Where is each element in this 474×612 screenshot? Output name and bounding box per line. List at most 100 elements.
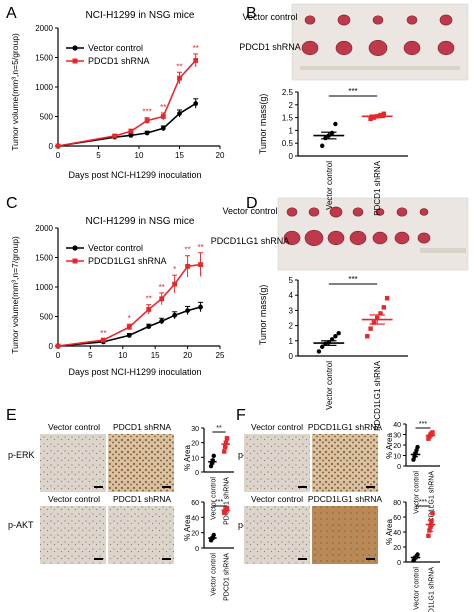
tumor-b-control	[372, 15, 384, 25]
chart-f-akt-point	[426, 533, 431, 538]
chart-c-point	[159, 318, 165, 324]
panel-letter-f: F	[236, 407, 246, 424]
tumor-b-shrna	[335, 40, 353, 56]
panel-f-akt-ylabel: % Area	[385, 519, 394, 545]
chart-f-akt-point	[427, 528, 432, 533]
chart-a-point	[112, 133, 118, 139]
chart-c-sig-label: **	[159, 283, 165, 292]
chart-d-ytick-label: 4	[289, 291, 294, 300]
tumor-b-control	[337, 14, 351, 26]
chart-a-xtick-label: 5	[96, 151, 101, 160]
tumor-d-control	[286, 207, 298, 217]
tumor-d-control	[352, 207, 364, 217]
ihc-e-akt-shrna	[108, 506, 174, 564]
chart-d-category-label: PDCD1LG1 shRNA	[373, 360, 382, 430]
chart-f-akt-ytick-label: 20	[393, 545, 401, 552]
panel-f-col-label-shrna: PDCD1LG1 shRNA	[308, 422, 382, 432]
chart-d-sig-label: ***	[348, 275, 357, 284]
tumor-d-shrna	[283, 230, 301, 246]
chart-d-point	[371, 320, 377, 325]
legend-a-shrna: PDCD1 shRNA	[88, 56, 150, 66]
chart-c-point	[159, 296, 165, 302]
ihc-e-erk-control	[40, 434, 106, 492]
chart-d-point	[384, 296, 390, 301]
chart-a-xtick-label: 10	[135, 151, 144, 160]
chart-f-akt-category-label: PDCD1LG1 shRNA	[428, 567, 435, 612]
panel-letter-e: E	[6, 407, 17, 424]
chart-f-erk-ytick-label: 20	[393, 443, 401, 450]
chart-a-xtick-label: 0	[56, 151, 61, 160]
chart-a-point	[193, 58, 199, 63]
tumor-d-control	[375, 208, 385, 216]
panel-c-title: NCI-H1299 in NSG mice	[86, 216, 195, 227]
chart-c-xtick-label: 25	[216, 351, 225, 360]
chart-c-point	[198, 304, 203, 310]
chart-e-akt-ytick-label: 20	[191, 531, 199, 538]
tumor-b-shrna	[437, 40, 455, 56]
chart-c-sig-label: **	[197, 243, 203, 252]
chart-c-ytick-label: 0	[49, 342, 54, 351]
chart-a-series-line	[57, 102, 197, 147]
tumor-b-shrna	[368, 40, 388, 56]
tumor-d-control	[308, 207, 320, 217]
chart-c-point	[55, 343, 61, 349]
panel-d-row-label-shrna: PDCD1LG1 shRNA	[211, 236, 290, 246]
chart-f-erk-ytick-label: 30	[393, 433, 401, 440]
panel-c-legend: Vector control PDCD1LG1 shRNA	[66, 243, 167, 266]
chart-c-point	[146, 324, 152, 329]
panel-e-akt-ylabel: % Area	[183, 515, 192, 541]
chart-f-erk-ytick-label: 0	[397, 464, 401, 471]
chart-e-erk-point	[211, 453, 216, 459]
chart-c-point	[185, 308, 191, 313]
tumor-b-shrna	[301, 40, 319, 56]
chart-c-sig-label: **	[184, 246, 190, 255]
chart-f-erk-category-label: PDCD1LG1 shRNA	[428, 471, 435, 532]
chart-a-point	[144, 118, 150, 124]
scale-bars	[94, 486, 375, 560]
chart-e-akt-category-label: PDCD1 shRNA	[224, 553, 231, 601]
chart-a-point	[128, 132, 134, 138]
legend-c-shrna: PDCD1LG1 shRNA	[88, 256, 167, 266]
chart-a-series-line	[57, 59, 197, 147]
chart-e-erk-sig-label: **	[216, 425, 222, 432]
chart-d-ytick-label: 0	[289, 352, 294, 361]
chart-b-category-label: PDCD1 shRNA	[373, 160, 382, 215]
panel-c-ylabel: Tumor volume(mm³,n=7/group)	[10, 236, 20, 354]
chart-c-xtick-label: 0	[56, 351, 61, 360]
chart-a-ytick-label: 1000	[35, 83, 53, 92]
ihc-f-akt-shrna	[312, 506, 378, 564]
tumor-d-control	[329, 206, 343, 218]
chart-f-erk-point	[430, 430, 435, 435]
panel-c-xlabel: Days post NCI-H1299 inoculation	[68, 367, 201, 377]
tumor-b-control	[406, 15, 418, 25]
chart-e-erk-category-label: Vector control	[210, 477, 217, 520]
panel-e-col-label-control: Vector control	[48, 422, 100, 432]
tumor-d-shrna	[327, 230, 345, 246]
panel-a-title: NCI-H1299 in NSG mice	[86, 10, 195, 21]
chart-e-akt-ytick-label: 0	[195, 546, 199, 553]
panel-a-xlabel: Days post NCI-H1299 inoculation	[68, 170, 201, 180]
tumor-d-shrna	[349, 230, 367, 246]
chart-c-xtick-label: 20	[183, 351, 192, 360]
tumor-d-control	[419, 208, 429, 216]
panel-a-ylabel: Tumor volume(mm³,n=5/group)	[10, 33, 20, 151]
chart-d-ytick-label: 5	[289, 276, 294, 285]
chart-e-akt-point	[224, 505, 230, 511]
chart-e-erk-ytick-label: 10	[191, 455, 199, 462]
chart-c-sig-label: *	[128, 314, 131, 323]
chart-c-series-line	[57, 263, 201, 347]
ihc-e-erk-shrna	[108, 434, 174, 492]
chart-c-xtick-label: 5	[88, 351, 93, 360]
chart-a-ytick-label: 500	[40, 113, 54, 122]
chart-c-sig-label: **	[146, 295, 152, 304]
chart-e-erk-category-label: PDCD1 shRNA	[224, 477, 231, 525]
chart-e-akt-point	[211, 532, 216, 538]
chart-d-point	[378, 311, 383, 316]
chart-f-erk-category-label: Vector control	[414, 471, 421, 514]
chart-e-akt-ytick-label: 60	[191, 500, 199, 507]
chart-a-xtick-label: 20	[216, 151, 225, 160]
chart-a-sig-label: **	[176, 62, 182, 71]
tumor-d-shrna	[417, 232, 431, 244]
tumor-d-shrna	[394, 231, 410, 245]
